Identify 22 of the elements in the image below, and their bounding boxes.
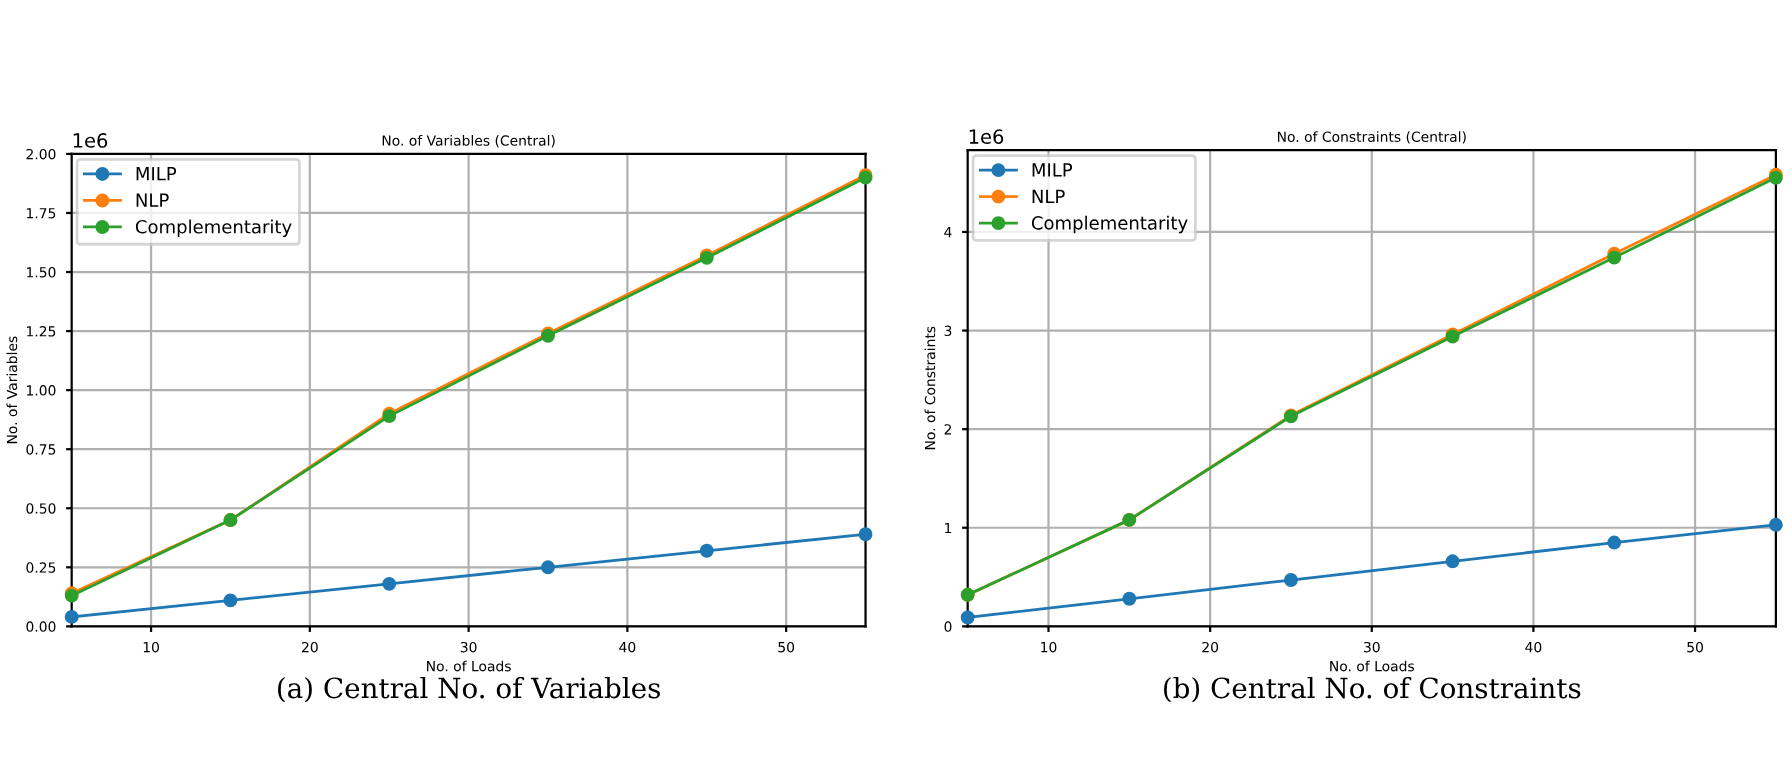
text: (b) Central No. of Constraints [1164,676,1581,703]
point [1607,535,1622,550]
legend-label: Complementarity [135,219,292,238]
text: 1e6 [73,133,108,148]
point [382,576,397,591]
legend-label: MILP [1032,163,1073,177]
legend-label: Complementarity [1031,215,1188,234]
point [541,560,555,575]
point [1445,554,1460,569]
point [1284,573,1298,587]
point [1768,517,1783,532]
point [960,610,975,625]
point [223,593,238,608]
legend-label: MILP [136,167,177,181]
legend-label: NLP [1032,189,1065,203]
point [858,527,873,542]
point [64,609,79,624]
point [699,543,714,558]
text: (a) Central No. of Variables [278,676,660,703]
text: 1e6 [969,129,1004,144]
point [1122,591,1137,606]
legend-label: NLP [136,193,169,207]
